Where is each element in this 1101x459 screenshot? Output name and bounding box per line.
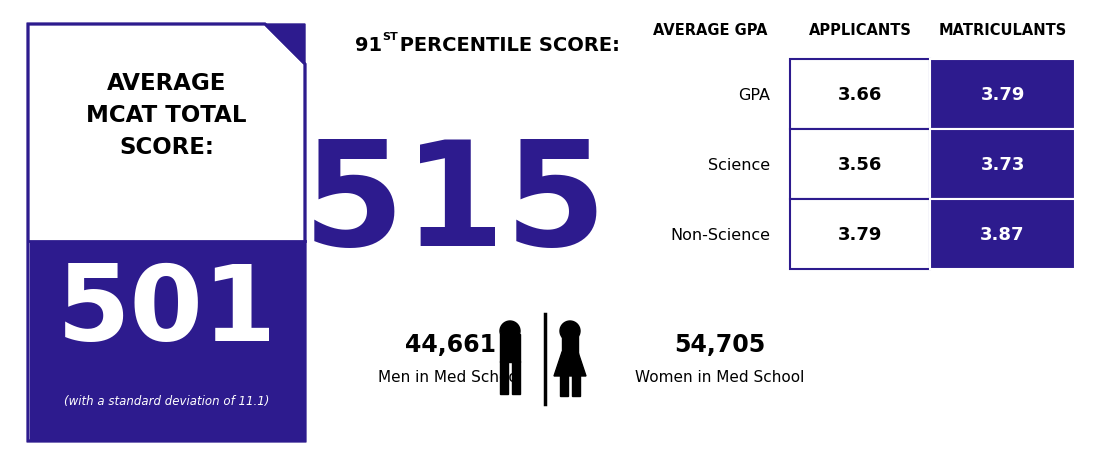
FancyBboxPatch shape [930, 200, 1075, 269]
Polygon shape [265, 25, 305, 65]
FancyBboxPatch shape [560, 374, 568, 396]
Text: ST: ST [382, 32, 397, 42]
Text: Science: Science [708, 157, 770, 172]
Text: 515: 515 [303, 134, 608, 275]
Text: MATRICULANTS: MATRICULANTS [938, 22, 1067, 38]
FancyBboxPatch shape [791, 60, 930, 130]
Text: Women in Med School: Women in Med School [635, 369, 805, 385]
Text: 501: 501 [56, 260, 276, 362]
Text: Men in Med School: Men in Med School [378, 369, 522, 385]
Polygon shape [554, 352, 586, 376]
FancyBboxPatch shape [512, 361, 520, 394]
Text: AVERAGE GPA: AVERAGE GPA [653, 22, 767, 38]
Text: AVERAGE
MCAT TOTAL
SCORE:: AVERAGE MCAT TOTAL SCORE: [86, 71, 247, 158]
Text: Non-Science: Non-Science [671, 227, 770, 242]
Text: 3.56: 3.56 [838, 156, 882, 174]
Text: 3.79: 3.79 [838, 225, 882, 243]
FancyBboxPatch shape [791, 200, 930, 269]
Text: 3.87: 3.87 [980, 225, 1025, 243]
FancyBboxPatch shape [500, 361, 508, 394]
FancyBboxPatch shape [791, 130, 930, 200]
Text: PERCENTILE SCORE:: PERCENTILE SCORE: [393, 35, 620, 54]
FancyBboxPatch shape [30, 242, 304, 440]
FancyBboxPatch shape [562, 336, 578, 354]
Polygon shape [28, 25, 305, 441]
Text: 54,705: 54,705 [675, 332, 765, 356]
FancyBboxPatch shape [930, 130, 1075, 200]
Text: 3.66: 3.66 [838, 86, 882, 104]
Text: 3.79: 3.79 [980, 86, 1025, 104]
FancyBboxPatch shape [930, 60, 1075, 130]
Text: 91: 91 [355, 35, 382, 54]
Text: 44,661: 44,661 [404, 332, 495, 356]
Text: 3.73: 3.73 [980, 156, 1025, 174]
Circle shape [500, 321, 520, 341]
Circle shape [560, 321, 580, 341]
FancyBboxPatch shape [573, 374, 580, 396]
Text: GPA: GPA [738, 87, 770, 102]
FancyBboxPatch shape [500, 334, 520, 362]
Text: (with a standard deviation of 11.1): (with a standard deviation of 11.1) [64, 395, 269, 408]
Text: APPLICANTS: APPLICANTS [808, 22, 912, 38]
